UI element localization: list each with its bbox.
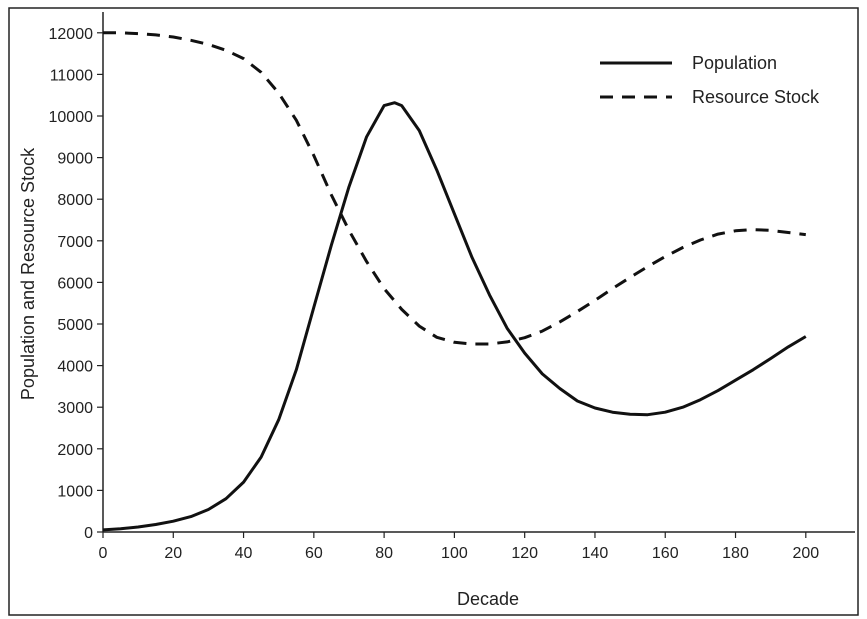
legend: Population Resource Stock [600,53,820,107]
y-tick-label: 4000 [57,359,93,376]
x-tick-label: 0 [99,545,108,562]
x-tick-label: 200 [792,545,819,562]
x-tick-label: 140 [582,545,609,562]
y-tick-label: 10000 [49,109,94,126]
y-tick-label: 5000 [57,317,93,334]
x-tick-label: 180 [722,545,749,562]
y-tick-label: 12000 [49,26,94,43]
series-line-0 [102,101,807,532]
y-tick-label: 3000 [57,400,93,417]
outer-frame [8,7,859,616]
y-tick-label: 1000 [57,483,93,500]
y-tick-label: 8000 [57,192,93,209]
y-axis-title: Population and Resource Stock [18,147,38,400]
y-tick-label: 6000 [57,275,93,292]
x-tick-label: 60 [305,545,323,562]
y-tick-label: 0 [84,525,93,542]
x-tick-label: 80 [375,545,393,562]
x-tick-label: 40 [235,545,253,562]
y-tick-label: 11000 [50,67,93,84]
axes: 0100020003000400050006000700080009000100… [49,12,855,562]
series-layer [102,31,807,532]
x-tick-label: 160 [652,545,679,562]
x-tick-label: 20 [164,545,182,562]
x-axis-title: Decade [457,589,519,609]
y-tick-label: 9000 [57,151,93,168]
x-tick-label: 120 [511,545,538,562]
y-tick-label: 7000 [57,234,93,251]
legend-label-1: Resource Stock [692,87,820,107]
series-line-1 [103,31,806,346]
legend-label-0: Population [692,53,777,73]
y-tick-label: 2000 [57,442,93,459]
x-tick-label: 100 [441,545,468,562]
